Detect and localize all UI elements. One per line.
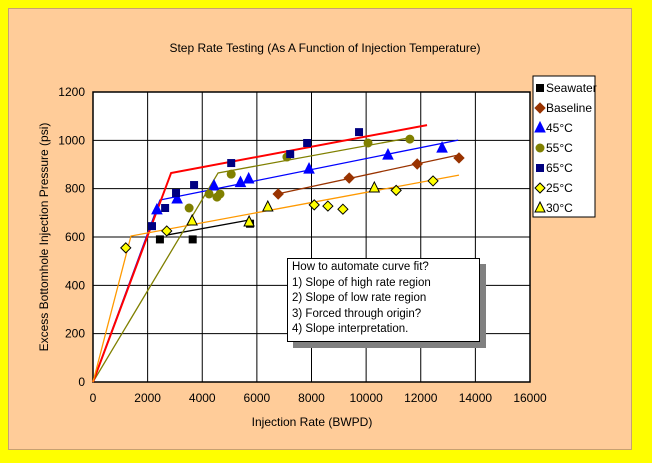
fit-line [92,174,460,383]
data-point [190,181,199,190]
data-point [215,189,225,199]
data-point [208,178,220,191]
x-tick-label: 14000 [459,391,493,405]
x-tick-label: 4000 [189,391,216,405]
data-point [261,199,274,212]
y-tick-label: 200 [65,327,85,341]
legend-marker [534,182,546,194]
fit-line [276,154,460,195]
legend-label: 65°C [546,161,573,175]
data-point [337,203,349,215]
legend-marker [536,164,544,172]
data-point [147,222,156,231]
x-tick-label: 8000 [298,391,325,405]
x-tick-label: 2000 [134,391,161,405]
annotation-line: 1) Slope of high rate region [292,276,431,289]
legend-label: 55°C [546,141,573,155]
data-point [172,189,181,198]
y-tick-label: 800 [65,182,85,196]
data-point [226,169,236,179]
data-point [184,203,194,213]
data-point [272,188,284,200]
annotation-line: 4) Slope interpretation. [292,323,409,335]
data-point [161,204,170,212]
legend-label: 30°C [546,201,573,215]
data-point [242,171,255,184]
x-axis-label: Injection Rate (BWPD) [252,415,373,429]
legend-marker [535,143,545,153]
data-point [405,134,415,144]
data-point [390,184,402,197]
x-tick-label: 12000 [404,391,438,405]
legend-marker [534,102,546,114]
data-point [436,140,448,153]
data-point [303,138,312,147]
data-point [453,152,465,164]
y-tick-label: 1000 [58,133,85,147]
y-tick-label: 400 [65,278,85,292]
data-point [308,199,320,211]
data-point [363,138,373,148]
x-tick-label: 0 [90,391,97,405]
data-point [171,191,183,204]
x-tick-label: 16000 [513,391,547,405]
annotation-line: 2) Slope of low rate region [292,292,427,304]
x-tick-label: 10000 [349,391,383,405]
data-point [286,150,295,159]
data-point [382,147,394,160]
data-point [227,159,236,168]
legend-label: 45°C [546,121,573,135]
fit-line [166,219,249,236]
legend-marker [534,120,546,133]
legend-marker [534,200,546,213]
fit-line [92,124,428,383]
data-point [343,172,355,184]
fit-line [92,136,414,383]
legend-label: Seawater [546,81,597,95]
data-point [204,189,214,199]
data-point [427,175,439,187]
data-point [411,158,423,170]
legend-marker [536,84,544,92]
annotation-line: How to automate curve fit? [292,261,429,273]
x-tick-label: 6000 [244,391,271,405]
data-point [188,235,197,244]
data-point [120,242,132,254]
y-tick-label: 0 [78,375,85,389]
data-point [161,225,173,237]
annotation-box: How to automate curve fit? 1) Slope of h… [287,258,480,342]
y-tick-label: 1200 [58,85,85,99]
data-point [155,235,164,244]
chart-title: Step Rate Testing (As A Function of Inje… [169,41,480,55]
legend-label: Baseline [546,101,592,115]
y-axis-label: Excess Bottomhole Injection Pressure (ps… [37,123,51,352]
data-point [368,180,381,193]
data-point [322,200,334,212]
data-point [355,128,364,137]
data-point [234,175,247,188]
y-tick-label: 600 [65,230,85,244]
data-point [303,161,315,174]
data-point [186,213,198,226]
annotation-line: 3) Forced through origin? [292,307,422,320]
data-point [151,202,163,215]
legend-label: 25°C [546,181,573,195]
data-point [243,214,255,227]
